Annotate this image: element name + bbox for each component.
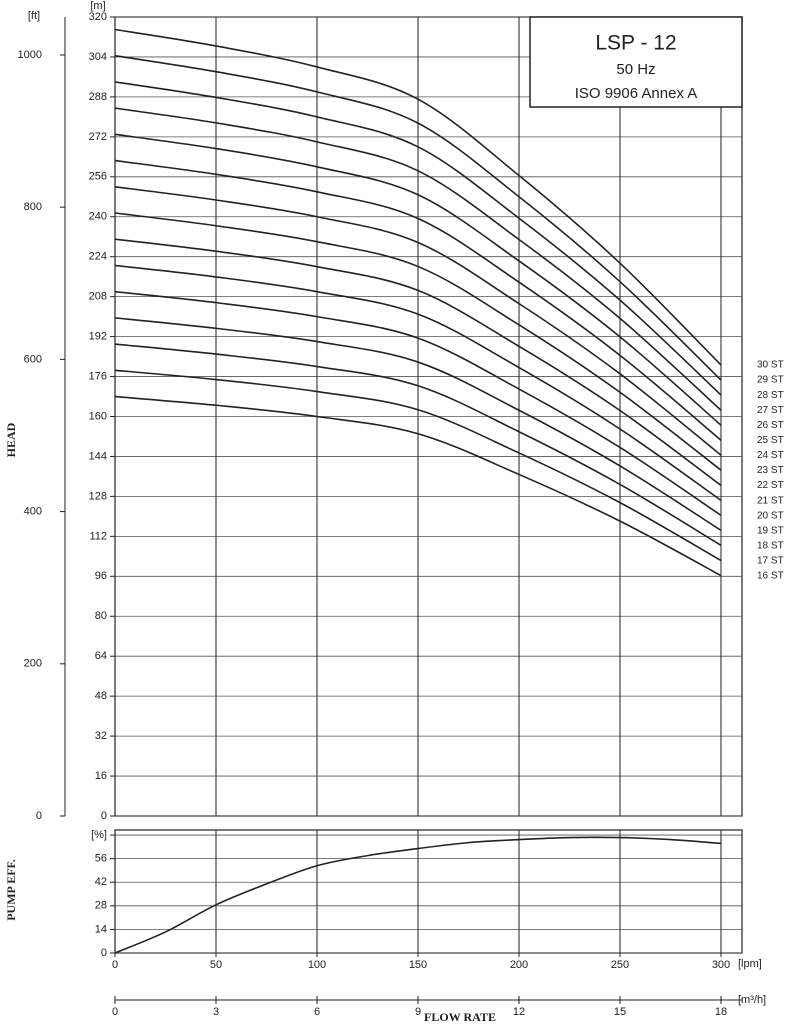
curve (114, 395, 722, 577)
x-tick-label: 300 (712, 959, 730, 971)
x2-tick-label: 3 (213, 1006, 219, 1018)
x2-tick-label: 12 (513, 1006, 525, 1018)
y2-tick-label: 1000 (18, 49, 42, 61)
x-tick-label: 100 (308, 959, 326, 971)
x2-tick-label: 18 (715, 1006, 727, 1018)
y-tick-label: 56 (95, 853, 107, 865)
y-tick-label: 48 (95, 690, 107, 702)
chart-title: LSP - 12 (595, 32, 676, 55)
legend-label: 16 ST (757, 571, 784, 582)
curve (114, 369, 722, 562)
x2-tick-label: 9 (415, 1006, 421, 1018)
legend-label: 28 ST (757, 390, 784, 401)
curve (114, 343, 722, 547)
plot-frame (114, 829, 743, 954)
legend-label: 27 ST (757, 405, 784, 416)
chart-subtitle: 50 Hz (616, 61, 655, 78)
y-tick-label: 32 (95, 730, 107, 742)
legend-label: 22 ST (757, 480, 784, 491)
y2-tick-label: 400 (24, 505, 42, 517)
y-axis-label: HEAD (4, 422, 18, 457)
x-tick-label: 150 (409, 959, 427, 971)
y-tick-label: 0 (101, 810, 107, 822)
annotation: ISO 9906 Annex A (575, 85, 698, 102)
y-tick-label: 224 (89, 251, 107, 263)
y-tick-label: 14 (95, 923, 107, 935)
y-tick-label: 112 (89, 530, 107, 542)
legend-label: 18 ST (757, 541, 784, 552)
x-tick-label: 0 (112, 959, 118, 971)
x-tick-label: 250 (611, 959, 629, 971)
x2-tick-label: 15 (614, 1006, 626, 1018)
legend-label: 17 ST (757, 556, 784, 567)
y-tick-label: 240 (89, 211, 107, 223)
curve (114, 133, 722, 426)
x2-tick-label: 0 (112, 1006, 118, 1018)
curve (114, 54, 722, 381)
y-tick-label: 304 (89, 51, 107, 63)
y-tick-label: 16 (95, 770, 107, 782)
x-tick-label: 200 (510, 959, 528, 971)
legend-label: 23 ST (757, 465, 784, 476)
y-tick-label: 80 (95, 610, 107, 622)
y-tick-label: 256 (89, 171, 107, 183)
y-tick-label: 272 (89, 131, 107, 143)
y-tick-label: 42 (95, 876, 107, 888)
curve (114, 264, 722, 502)
y-tick-label: 28 (95, 900, 107, 912)
y-tick-label: 208 (89, 291, 107, 303)
y-tick-label: 320 (89, 11, 107, 23)
y-tick-label: 160 (89, 410, 107, 422)
y2-tick-label: 800 (24, 201, 42, 213)
curve (114, 28, 722, 366)
curve (114, 238, 722, 487)
x-unit: [lpm] (738, 958, 762, 970)
x2-unit: [m³/h] (738, 994, 766, 1006)
y-tick-label: 144 (89, 450, 107, 462)
legend-label: 21 ST (757, 495, 784, 506)
y-tick-label: 192 (89, 331, 107, 343)
legend-label: 24 ST (757, 450, 784, 461)
y2-tick-label: 200 (24, 658, 42, 670)
legend-label: 25 ST (757, 435, 784, 446)
x-tick-label: 50 (210, 959, 222, 971)
y-tick-label: 0 (101, 947, 107, 959)
y-axis-label: PUMP EFF. (4, 859, 18, 921)
y-tick-label: 176 (89, 370, 107, 382)
title-box (529, 16, 743, 108)
y-tick-label: 64 (95, 650, 107, 662)
legend-label: 19 ST (757, 525, 784, 536)
curve (114, 317, 722, 532)
y-tick-label: 128 (89, 490, 107, 502)
curve (114, 185, 722, 456)
y-unit: [m] (90, 0, 105, 12)
y-tick-label: 96 (95, 570, 107, 582)
y2-tick-label: 0 (36, 810, 42, 822)
y-tick-label: [%] (91, 829, 107, 841)
y-tick-label: 288 (89, 91, 107, 103)
curve (114, 836, 722, 954)
curve (114, 81, 722, 396)
y2-tick-label: 600 (24, 353, 42, 365)
legend-label: 29 ST (757, 375, 784, 386)
legend-label: 30 ST (757, 360, 784, 371)
y2-unit: [ft] (28, 10, 40, 22)
curve (114, 159, 722, 441)
legend-label: 26 ST (757, 420, 784, 431)
legend-label: 20 ST (757, 510, 784, 521)
curve (114, 107, 722, 411)
curve (114, 290, 722, 517)
curve (114, 212, 722, 471)
x-axis-label: FLOW RATE (424, 1010, 496, 1024)
x2-tick-label: 6 (314, 1006, 320, 1018)
